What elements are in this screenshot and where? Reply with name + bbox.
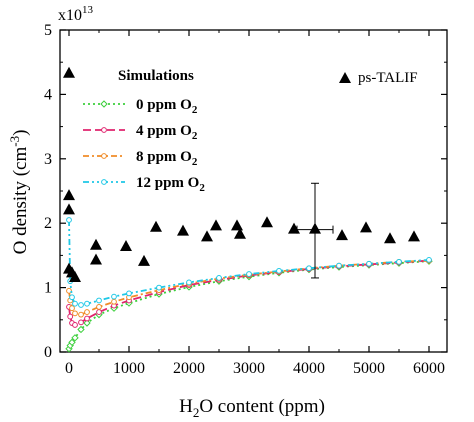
- y-tick-label: 1: [44, 280, 52, 297]
- data-point: [396, 258, 402, 265]
- data-point: [63, 189, 75, 201]
- data-point: [306, 265, 312, 272]
- data-point: [336, 262, 342, 269]
- data-point: [66, 287, 72, 294]
- legend-label: 4 ppm O2: [136, 123, 198, 142]
- data-point: [201, 230, 213, 242]
- data-point: [426, 257, 432, 263]
- data-point: [72, 310, 78, 317]
- legend-marker: [100, 100, 108, 108]
- data-point: [63, 203, 75, 215]
- data-point: [246, 271, 252, 277]
- data-point: [83, 319, 91, 327]
- data-point: [216, 275, 222, 281]
- data-point: [69, 270, 81, 282]
- data-point: [384, 232, 396, 244]
- legend-marker: [101, 127, 107, 133]
- series-ps-talif: [63, 66, 420, 282]
- x-axis-title: H2O content (ppm): [179, 396, 325, 420]
- data-point: [366, 260, 372, 267]
- series-line: [68, 259, 430, 327]
- error-bar: [296, 182, 334, 279]
- data-point: [78, 319, 84, 326]
- legend-triangle-marker: [339, 72, 351, 83]
- data-point: [276, 267, 282, 274]
- legend-title: Simulations: [118, 68, 194, 84]
- data-point: [177, 224, 189, 236]
- data-point: [138, 254, 150, 266]
- data-point: [66, 217, 72, 223]
- data-point: [150, 220, 162, 232]
- y-tick-label: 4: [44, 86, 52, 103]
- data-point: [69, 305, 75, 312]
- data-point: [231, 219, 243, 231]
- series-12-ppm-o2: [66, 217, 432, 308]
- legend: Simulations 0 ppm O2 4 ppm O2 8 ppm O2 12 p…: [83, 68, 205, 194]
- data-point: [111, 298, 117, 305]
- x-tick-label: 4000: [293, 360, 325, 377]
- data-point: [84, 300, 90, 307]
- y-tick-label: 5: [44, 22, 52, 39]
- data-point: [72, 300, 78, 307]
- data-point: [360, 221, 372, 233]
- legend-label: 8 ppm O2: [136, 149, 198, 168]
- data-point: [77, 325, 85, 334]
- data-point: [120, 240, 132, 252]
- y-axis-multiplier: x1013: [58, 4, 94, 24]
- data-point: [261, 216, 273, 228]
- y-tick-label: 3: [44, 151, 52, 168]
- legend-label: 12 ppm O2: [136, 175, 205, 194]
- data-point: [72, 322, 78, 328]
- data-point: [336, 229, 348, 241]
- legend-label-ps-talif: ps-TALIF: [358, 70, 418, 86]
- data-point: [78, 311, 84, 318]
- y-tick-label: 0: [44, 344, 52, 361]
- data-point: [63, 66, 75, 78]
- x-tick-label: 2000: [173, 360, 205, 377]
- data-point: [68, 338, 76, 347]
- series-group: [63, 66, 433, 353]
- data-point: [156, 284, 162, 291]
- data-point: [78, 302, 84, 308]
- data-point: [90, 238, 102, 250]
- series-line: [68, 219, 430, 306]
- legend-label: 0 ppm O2: [136, 97, 198, 116]
- series-8-ppm-o2: [66, 257, 432, 318]
- data-point: [90, 253, 102, 265]
- y-axis-title: O density (cm-3): [7, 130, 31, 255]
- data-point: [84, 309, 90, 315]
- x-tick-label: 5000: [353, 360, 385, 377]
- data-point: [408, 230, 420, 242]
- data-point: [96, 297, 102, 304]
- data-point: [69, 294, 75, 301]
- legend-marker: [101, 179, 107, 185]
- data-point: [210, 219, 222, 231]
- x-tick-label: 6000: [413, 360, 445, 377]
- data-point: [71, 334, 79, 342]
- legend-marker: [101, 153, 107, 159]
- data-point: [67, 313, 74, 320]
- series-line: [68, 259, 430, 316]
- series-4-ppm-o2: [66, 257, 432, 328]
- axis-ticks: 0 1000 2000 3000 4000 5000 6000 0 1 2 3 4 5: [44, 22, 447, 377]
- data-point: [84, 315, 90, 322]
- legend-ps-talif: ps-TALIF: [339, 70, 418, 86]
- data-point: [186, 279, 192, 286]
- x-tick-label: 3000: [233, 360, 265, 377]
- data-point: [126, 290, 132, 297]
- data-point: [234, 227, 246, 239]
- data-point: [96, 304, 102, 310]
- x-tick-label: 0: [65, 360, 73, 377]
- data-point: [111, 293, 117, 300]
- data-point: [288, 222, 300, 234]
- y-tick-label: 2: [44, 215, 52, 232]
- x-tick-label: 1000: [113, 360, 145, 377]
- data-point: [96, 309, 102, 315]
